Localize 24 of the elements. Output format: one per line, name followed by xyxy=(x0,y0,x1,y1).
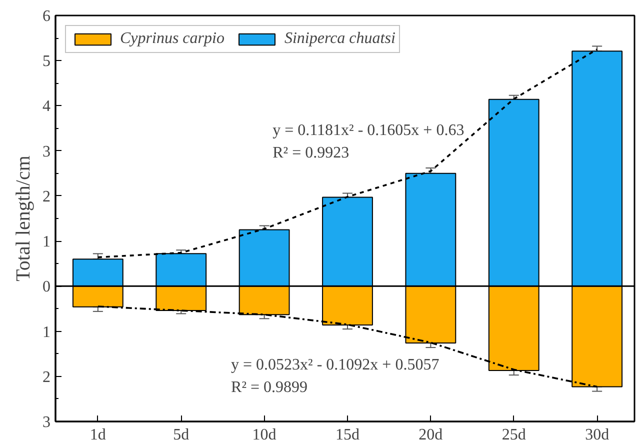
annotation: R² = 0.9923 xyxy=(272,144,350,162)
y-tick-label: 5 xyxy=(42,53,50,70)
annotation: y = 0.0523x² - 0.1092x + 0.5057 xyxy=(231,356,440,374)
x-tick-label: 10d xyxy=(252,426,276,444)
y-tick-label: 2 xyxy=(42,188,50,206)
y-tick-label: 1 xyxy=(42,324,50,341)
x-tick-label: 25d xyxy=(502,426,526,444)
y-tick-label: 2 xyxy=(42,368,50,386)
x-tick-label: 30d xyxy=(585,426,610,444)
y-tick-label: 3 xyxy=(42,414,50,431)
x-tick-label: 1d xyxy=(90,426,106,444)
y-tick-label: 0 xyxy=(42,278,50,296)
y-axis-title: Total length/cm xyxy=(12,155,34,282)
legend-label: Siniperca chuatsi xyxy=(284,30,396,48)
annotation: R² = 0.9899 xyxy=(231,379,308,396)
annotation: y = 0.1181x² - 0.1605x + 0.63 xyxy=(272,122,464,140)
y-tick-label: 4 xyxy=(42,98,50,116)
x-tick-label: 5d xyxy=(173,426,190,444)
y-tick-label: 6 xyxy=(42,8,50,25)
x-tick-label: 20d xyxy=(418,426,443,444)
legend-label: Cyprinus carpio xyxy=(120,30,224,48)
x-tick-label: 15d xyxy=(335,426,360,444)
y-tick-label: 1 xyxy=(42,234,50,251)
y-tick-label: 3 xyxy=(42,143,50,160)
